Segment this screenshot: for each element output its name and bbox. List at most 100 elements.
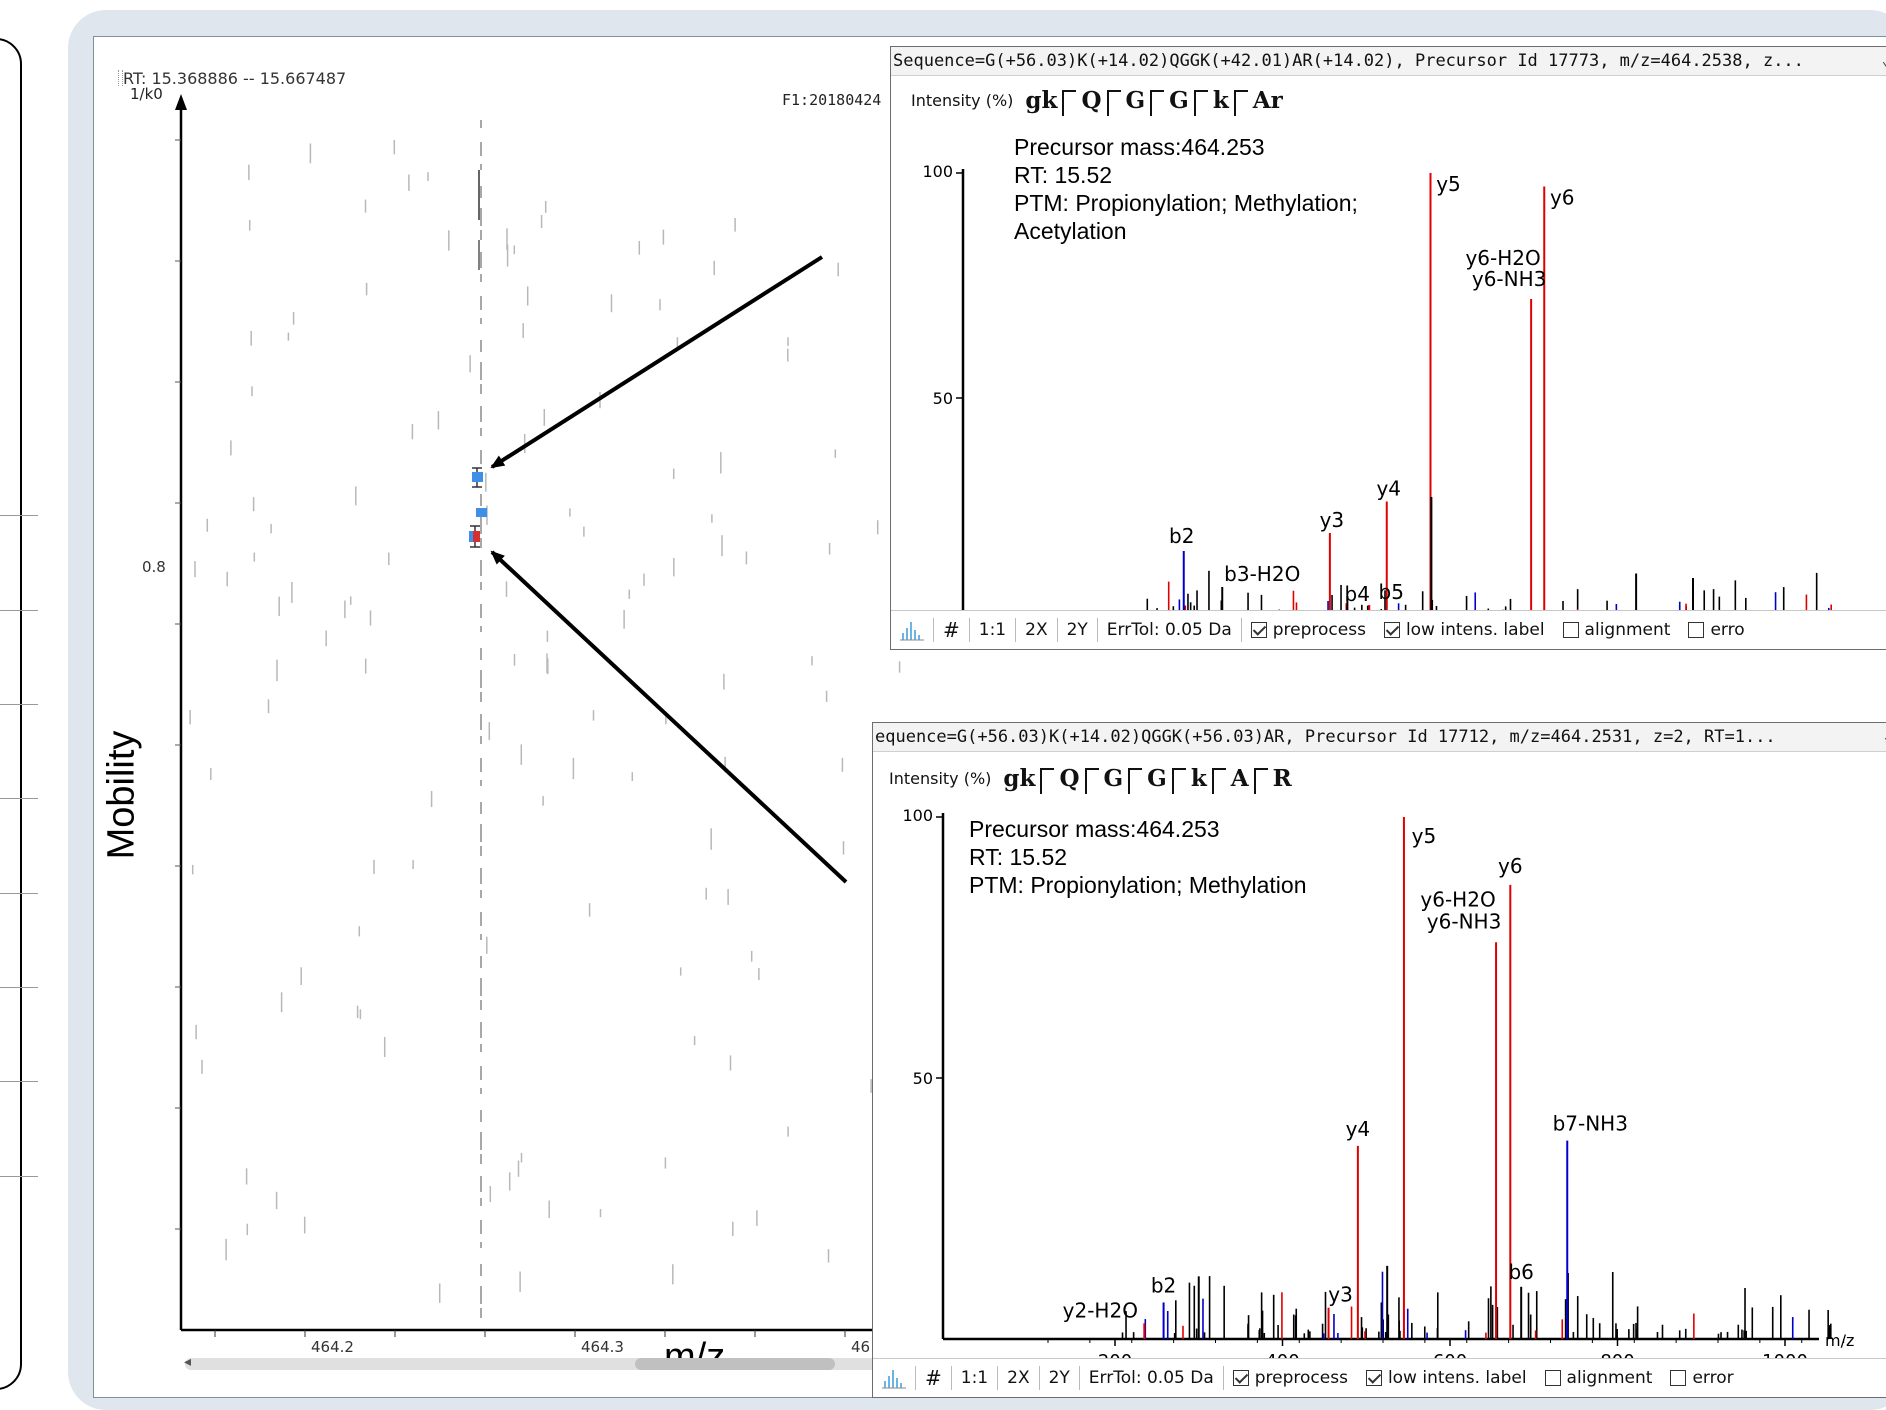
peak-label: b2 <box>1151 1273 1176 1297</box>
spectrum-plot-bottom[interactable]: 100 50 200 400 600 800 1000 m/z y5 y6y6-H2Oy6-NH3… <box>873 793 1886 1359</box>
checkbox-unchecked-icon[interactable] <box>1688 622 1705 638</box>
spectrum-title: Sequence=G(+56.03)K(+14.02)QGGK(+42.01)A… <box>893 51 1804 71</box>
x-unit-label: m/z <box>1825 1331 1854 1350</box>
sequence-residue: G <box>1125 87 1146 114</box>
peak-label: b2 <box>1169 524 1194 548</box>
peak-label: b6 <box>1508 1260 1533 1284</box>
peak-label: y5 <box>1412 824 1437 848</box>
x-tick-label: 464.3 <box>581 1338 624 1356</box>
checkbox-unchecked-icon[interactable] <box>1562 622 1579 638</box>
sequence-residue: G <box>1147 765 1167 792</box>
sequence-residue: k <box>1190 765 1207 792</box>
peak-label: y6-H2O <box>1465 246 1540 270</box>
file-label: F1:20180424 <box>782 91 882 109</box>
spectrum-toolbar: # 1:1 2X 2Y ErrTol: 0.05 Da preprocess l… <box>891 610 1886 649</box>
horizontal-scrollbar[interactable] <box>185 1358 885 1370</box>
checkbox-checked-icon[interactable] <box>1365 1370 1382 1386</box>
precursor-info: Precursor mass:464.253 RT: 15.52 PTM: Pr… <box>1014 133 1358 245</box>
spectrum-window-bottom[interactable]: equence=G(+56.03)K(+14.02)QGGK(+56.03)AR… <box>872 722 1886 1398</box>
error-tolerance-label[interactable]: ErrTol: 0.05 Da <box>1098 618 1242 642</box>
low-intensity-label: low intens. label <box>1405 620 1545 640</box>
scroll-thumb[interactable] <box>635 1358 835 1370</box>
fragment-bracket <box>1084 767 1099 794</box>
sequence-residue: G <box>1169 87 1189 114</box>
left-gridline <box>0 798 38 799</box>
left-gridline <box>0 610 38 611</box>
drag-grip-icon[interactable] <box>118 70 123 86</box>
alignment-checkbox[interactable]: alignment <box>1536 1366 1662 1390</box>
fragment-bracket <box>1253 767 1268 794</box>
spectrum-view-button[interactable] <box>873 1366 916 1390</box>
preprocess-label: preprocess <box>1272 620 1366 640</box>
spectrum-icon <box>900 622 924 641</box>
spectrum-title-bar[interactable]: equence=G(+56.03)K(+14.02)QGGK(+56.03)AR… <box>873 723 1886 752</box>
error-checkbox[interactable]: error <box>1661 1366 1742 1390</box>
peak-label: y6-NH3 <box>1427 909 1502 933</box>
sequence-annotation: Intensity (%) gk Q G G k Ar <box>911 87 1287 116</box>
index-button[interactable]: # <box>934 618 970 642</box>
feature-marker-red[interactable] <box>469 525 480 548</box>
fragment-bracket <box>1233 89 1248 116</box>
y-tick-label: 0.8 <box>142 558 166 576</box>
low-intensity-label: low intens. label <box>1387 1368 1527 1388</box>
zoom-2x-button[interactable]: 2X <box>998 1366 1040 1390</box>
checkbox-unchecked-icon[interactable] <box>1670 1370 1687 1386</box>
chevron-down-icon[interactable]: ⌄ <box>1877 723 1886 751</box>
intensity-label: Intensity (%) <box>889 769 992 788</box>
peak-label: y4 <box>1346 1117 1371 1141</box>
checkbox-checked-icon[interactable] <box>1383 622 1400 638</box>
peak-label: y6 <box>1550 186 1575 210</box>
left-gridline <box>0 515 38 516</box>
feature-marker-blue-small[interactable] <box>476 508 487 517</box>
scroll-left-arrow-icon[interactable]: ◂ <box>184 1354 192 1370</box>
sequence-residue: G <box>1103 765 1124 792</box>
error-checkbox[interactable]: erro <box>1679 618 1753 642</box>
y-tick-label: 50 <box>933 389 953 408</box>
peak-label: y6-NH3 <box>1472 267 1547 291</box>
zoom-2y-button[interactable]: 2Y <box>1040 1366 1080 1390</box>
fragment-bracket <box>1062 89 1077 116</box>
peak-label: b3-H2O <box>1224 562 1300 586</box>
low-intensity-label-checkbox[interactable]: low intens. label <box>1357 1366 1536 1390</box>
y-axis-unit: 1/k0 <box>130 85 163 103</box>
error-label: erro <box>1710 620 1745 640</box>
zoom-1-1-button[interactable]: 1:1 <box>970 618 1017 642</box>
chevron-down-icon[interactable]: ⌄ <box>1875 47 1886 75</box>
peak-label: b4 <box>1345 582 1370 606</box>
y-tick-label: 100 <box>922 162 953 181</box>
preprocess-checkbox[interactable]: preprocess <box>1224 1366 1357 1390</box>
left-gridline <box>0 1176 38 1177</box>
peak-label: y4 <box>1376 477 1401 501</box>
index-button[interactable]: # <box>916 1366 952 1390</box>
zoom-1-1-button[interactable]: 1:1 <box>952 1366 999 1390</box>
spectrum-title: equence=G(+56.03)K(+14.02)QGGK(+56.03)AR… <box>875 727 1776 747</box>
spectrum-title-bar[interactable]: Sequence=G(+56.03)K(+14.02)QGGK(+42.01)A… <box>891 47 1886 76</box>
peak-label: b5 <box>1379 580 1404 604</box>
sequence-residue: R <box>1272 765 1292 792</box>
precursor-mass: Precursor mass:464.253 <box>969 816 1220 842</box>
ptm-list: PTM: Propionylation; Methylation <box>969 872 1307 898</box>
error-tolerance-label[interactable]: ErrTol: 0.05 Da <box>1080 1366 1224 1390</box>
feature-marker-blue[interactable] <box>472 467 483 488</box>
peak-label: y5 <box>1436 172 1461 196</box>
left-gridline <box>0 987 38 988</box>
zoom-2y-button[interactable]: 2Y <box>1058 618 1098 642</box>
fragment-bracket <box>1171 767 1186 794</box>
preprocess-label: preprocess <box>1254 1368 1348 1388</box>
spectrum-toolbar: # 1:1 2X 2Y ErrTol: 0.05 Da preprocess l… <box>873 1358 1886 1397</box>
peak-label: y3 <box>1320 508 1345 532</box>
alignment-checkbox[interactable]: alignment <box>1554 618 1680 642</box>
spectrum-window-top[interactable]: Sequence=G(+56.03)K(+14.02)QGGK(+42.01)A… <box>890 46 1886 650</box>
zoom-2x-button[interactable]: 2X <box>1016 618 1058 642</box>
sequence-residue: gk <box>1003 765 1036 792</box>
checkbox-unchecked-icon[interactable] <box>1544 1370 1561 1386</box>
alignment-label: alignment <box>1566 1368 1653 1388</box>
preprocess-checkbox[interactable]: preprocess <box>1242 618 1375 642</box>
fragment-bracket <box>1211 767 1226 794</box>
checkbox-checked-icon[interactable] <box>1250 622 1267 638</box>
low-intensity-label-checkbox[interactable]: low intens. label <box>1375 618 1554 642</box>
x-tick-label: 1000 <box>1762 1351 1808 1359</box>
peak-label: y3 <box>1328 1283 1353 1307</box>
checkbox-checked-icon[interactable] <box>1232 1370 1249 1386</box>
spectrum-view-button[interactable] <box>891 618 934 642</box>
